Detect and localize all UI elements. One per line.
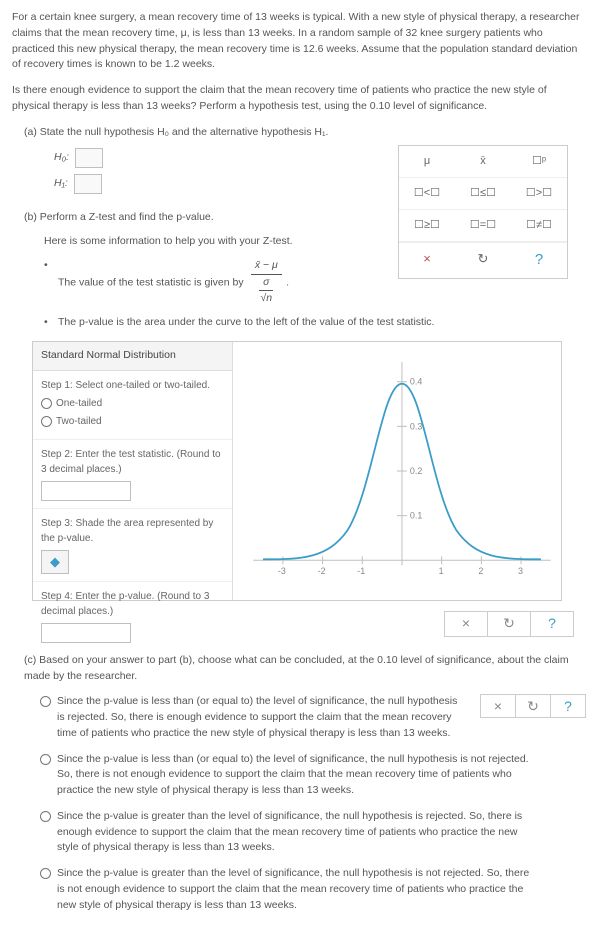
dist-chart: 0.1 0.2 0.3 0.4 -3 -2 -1 1 2 3 [233, 342, 561, 600]
svg-text:3: 3 [518, 566, 523, 576]
test-stat-formula: x̄ − μ σ√n [250, 258, 284, 307]
sym-mu[interactable]: μ [399, 146, 455, 178]
option-1-help: × ↻ ? [481, 694, 586, 718]
one-tailed-row: One-tailed [41, 396, 224, 411]
svg-text:1: 1 [439, 566, 444, 576]
option-4-radio[interactable] [40, 868, 51, 879]
part-c-label: (c) Based on your answer to part (b), ch… [24, 653, 586, 685]
b2-text: The p-value is the area under the curve … [58, 315, 434, 331]
sym-psq[interactable]: ☐ᵖ [511, 146, 567, 178]
partc-reset[interactable]: ↻ [515, 694, 551, 718]
option-2-radio[interactable] [40, 754, 51, 765]
option-1: Since the p-value is less than (or equal… [24, 694, 586, 741]
dist-header: Standard Normal Distribution [33, 342, 232, 371]
one-tailed-radio[interactable] [41, 398, 52, 409]
step-4: Step 4: Enter the p-value. (Round to 3 d… [33, 582, 232, 650]
partc-help[interactable]: ? [550, 694, 586, 718]
two-tailed-row: Two-tailed [41, 414, 224, 429]
step-3: Step 3: Shade the area represented by th… [33, 509, 232, 582]
h0-input[interactable] [75, 148, 103, 168]
part-a-label: (a) State the null hypothesis H₀ and the… [24, 125, 586, 141]
h0-label: H₀: [54, 150, 69, 166]
test-stat-input[interactable] [41, 481, 131, 501]
svg-text:0.4: 0.4 [410, 376, 422, 386]
h1-label: H₁: [54, 176, 68, 192]
partb-help[interactable]: ? [530, 611, 574, 637]
option-3-text: Since the p-value is greater than the le… [57, 809, 537, 856]
distribution-panel: Standard Normal Distribution Step 1: Sel… [32, 341, 562, 601]
sym-help[interactable]: ? [511, 243, 567, 278]
intro-p1: For a certain knee surgery, a mean recov… [12, 10, 586, 73]
option-2: Since the p-value is less than (or equal… [24, 752, 586, 799]
partb-clear[interactable]: × [444, 611, 488, 637]
h1-input[interactable] [74, 174, 102, 194]
dist-left: Standard Normal Distribution Step 1: Sel… [33, 342, 233, 600]
question-text: Is there enough evidence to support the … [12, 83, 586, 115]
partb-reset[interactable]: ↻ [487, 611, 531, 637]
pvalue-input[interactable] [41, 623, 131, 643]
svg-text:-3: -3 [278, 566, 286, 576]
bell-curve-svg: 0.1 0.2 0.3 0.4 -3 -2 -1 1 2 3 [233, 342, 561, 600]
bullet-2: • The p-value is the area under the curv… [44, 315, 586, 331]
intro-text: For a certain knee surgery, a mean recov… [12, 10, 586, 73]
sym-ne[interactable]: ☐≠☐ [511, 210, 567, 242]
option-3-radio[interactable] [40, 811, 51, 822]
option-1-text: Since the p-value is less than (or equal… [57, 694, 467, 741]
shade-button[interactable]: ◆ [41, 550, 69, 574]
svg-text:0.3: 0.3 [410, 421, 422, 431]
sym-xbar[interactable]: x̄ [455, 146, 511, 178]
svg-text:2: 2 [478, 566, 483, 576]
part-c: (c) Based on your answer to part (b), ch… [12, 653, 586, 914]
option-3: Since the p-value is greater than the le… [24, 809, 586, 856]
svg-text:0.2: 0.2 [410, 466, 422, 476]
sym-ge[interactable]: ☐≥☐ [399, 210, 455, 242]
svg-text:-1: -1 [357, 566, 365, 576]
option-4: Since the p-value is greater than the le… [24, 866, 586, 913]
sym-lt[interactable]: ☐<☐ [399, 178, 455, 210]
sym-gt[interactable]: ☐>☐ [511, 178, 567, 210]
svg-text:-2: -2 [318, 566, 326, 576]
step-2: Step 2: Enter the test statistic. (Round… [33, 440, 232, 509]
two-tailed-radio[interactable] [41, 416, 52, 427]
sym-reset[interactable]: ↻ [455, 243, 511, 278]
option-2-text: Since the p-value is less than (or equal… [57, 752, 537, 799]
b1-text: The value of the test statistic is given… [58, 276, 244, 288]
symbol-panel: μ x̄ ☐ᵖ ☐<☐ ☐≤☐ ☐>☐ ☐≥☐ ☐=☐ ☐≠☐ × ↻ ? [398, 145, 568, 279]
svg-text:0.1: 0.1 [410, 510, 422, 520]
sym-clear[interactable]: × [399, 243, 455, 278]
option-1-radio[interactable] [40, 696, 51, 707]
sym-le[interactable]: ☐≤☐ [455, 178, 511, 210]
option-4-text: Since the p-value is greater than the le… [57, 866, 537, 913]
step-1: Step 1: Select one-tailed or two-tailed.… [33, 371, 232, 440]
partc-clear[interactable]: × [480, 694, 516, 718]
intro-p2: Is there enough evidence to support the … [12, 83, 586, 115]
sym-eq[interactable]: ☐=☐ [455, 210, 511, 242]
